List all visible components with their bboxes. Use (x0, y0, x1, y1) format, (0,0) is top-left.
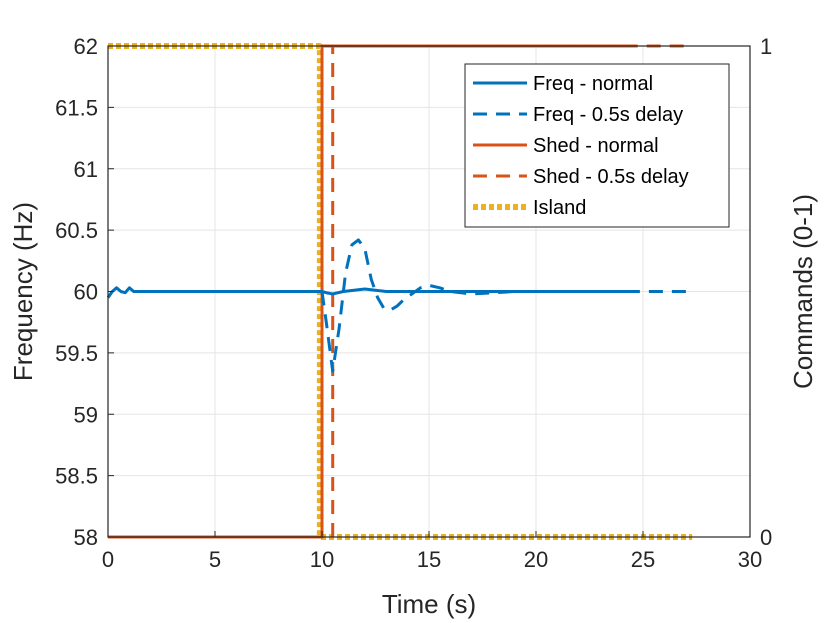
x-tick-label-6: 30 (738, 547, 762, 572)
x-axis-label: Time (s) (382, 589, 476, 619)
y-tick-label-left-8: 62 (74, 34, 98, 59)
legend: Freq - normal Freq - 0.5s delay Shed - nor… (464, 63, 730, 228)
y-tick-label-left-3: 59.5 (55, 341, 98, 366)
y-tick-label-left-0: 58 (74, 525, 98, 550)
y-tick-label-left-6: 61 (74, 157, 98, 182)
x-tick-label-5: 25 (631, 547, 655, 572)
legend-label-3: Shed - 0.5s delay (533, 166, 689, 188)
tick-layer: 0 5 10 15 20 25 30 58 58.5 59 59.5 60 60.5 61 61.5 62 0 1 (55, 34, 772, 572)
x-tick-label-0: 0 (102, 547, 114, 572)
y-tick-label-right-0: 0 (760, 525, 772, 550)
legend-label-2: Shed - normal (533, 135, 659, 157)
y-tick-label-right-1: 1 (760, 34, 772, 59)
legend-label-0: Freq - normal (533, 73, 653, 95)
y-axis-label-right: Commands (0-1) (788, 194, 818, 389)
y-tick-label-left-4: 60 (74, 280, 98, 305)
y-tick-label-left-5: 60.5 (55, 218, 98, 243)
x-tick-label-3: 15 (417, 547, 441, 572)
y-tick-label-left-2: 59 (74, 402, 98, 427)
y-tick-label-left-1: 58.5 (55, 464, 98, 489)
series-line-freq-normal (106, 286, 626, 299)
legend-label-4: Island (533, 197, 586, 219)
x-tick-label-1: 5 (209, 547, 221, 572)
y-tick-label-left-7: 61.5 (55, 95, 98, 120)
legend-label-1: Freq - 0.5s delay (533, 104, 683, 126)
x-tick-label-2: 10 (310, 547, 334, 572)
y-axis-label-left: Frequency (Hz) (8, 202, 38, 381)
x-tick-label-4: 20 (524, 547, 548, 572)
series-line-freq-0-5s-delay-transient (320, 238, 626, 373)
